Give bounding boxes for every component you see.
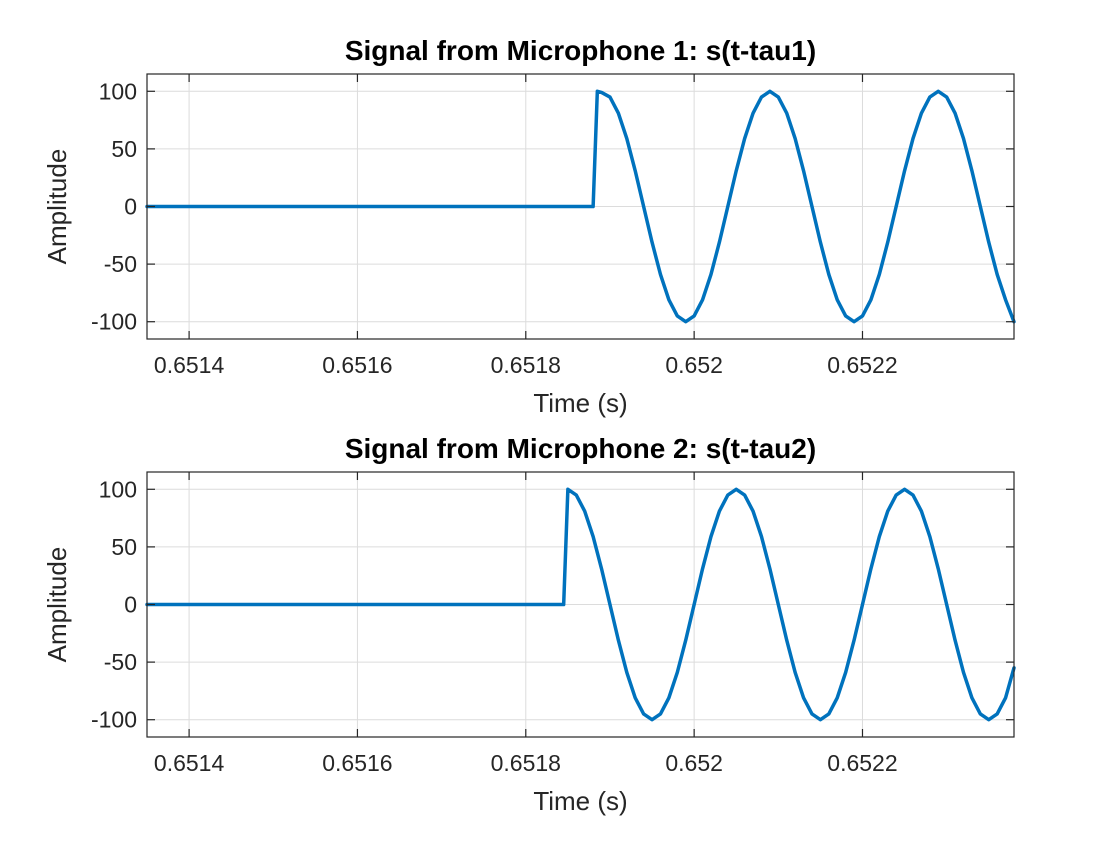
chart-title: Signal from Microphone 1: s(t-tau1) <box>345 35 816 66</box>
x-tick-label: 0.6514 <box>154 352 225 378</box>
y-tick-label: 0 <box>124 592 137 618</box>
x-axis-label: Time (s) <box>533 388 627 418</box>
x-tick-label: 0.6518 <box>491 352 561 378</box>
chart-title: Signal from Microphone 2: s(t-tau2) <box>345 433 816 464</box>
y-tick-label: 50 <box>111 136 137 162</box>
x-tick-label: 0.6516 <box>322 352 392 378</box>
x-tick-label: 0.6516 <box>322 750 392 776</box>
y-tick-label: 0 <box>124 194 137 220</box>
x-tick-label: 0.652 <box>665 750 723 776</box>
y-tick-label: -50 <box>104 649 137 675</box>
y-tick-label: 100 <box>99 78 137 104</box>
x-tick-label: 0.652 <box>665 352 723 378</box>
series-line-1 <box>145 487 1016 722</box>
x-tick-label: 0.6522 <box>827 352 897 378</box>
y-tick-label: -100 <box>91 309 137 335</box>
y-tick-label: 100 <box>99 476 137 502</box>
x-tick-label: 0.6518 <box>491 750 561 776</box>
y-tick-label: -50 <box>104 251 137 277</box>
series-line-1 <box>145 89 1016 324</box>
x-tick-label: 0.6522 <box>827 750 897 776</box>
subplot-1: 0.6514 0.6516 0.6518 0.652 0.6522 100 50 0 -50 -1… <box>42 35 1016 418</box>
x-tick-label: 0.6514 <box>154 750 225 776</box>
x-axis-label: Time (s) <box>533 786 627 816</box>
y-axis-label: Amplitude <box>42 149 72 265</box>
y-tick-label: 50 <box>111 534 137 560</box>
y-tick-label: -100 <box>91 707 137 733</box>
y-axis-label: Amplitude <box>42 547 72 663</box>
subplot-2: 0.6514 0.6516 0.6518 0.652 0.6522 100 50 0 -50 -1… <box>42 433 1016 816</box>
